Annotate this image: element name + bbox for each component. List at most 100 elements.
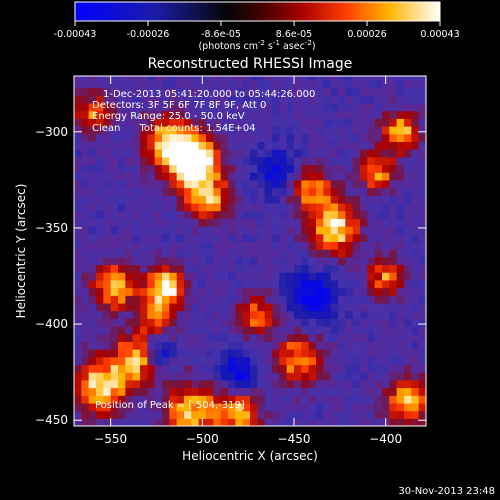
heatmap-cell (330, 118, 339, 127)
heatmap-cell (257, 87, 266, 96)
heatmap-cell (242, 287, 251, 296)
heatmap-cell (345, 326, 354, 335)
heatmap-cell (220, 233, 229, 242)
heatmap-cell (147, 379, 156, 389)
heatmap-cell (184, 287, 192, 296)
heatmap-cell (88, 272, 97, 281)
heatmap-cell (74, 76, 82, 81)
heatmap-cell (176, 318, 185, 327)
heatmap-cell (228, 76, 236, 81)
heatmap-cell (132, 218, 141, 227)
heatmap-cell (176, 133, 185, 142)
heatmap-cell (169, 79, 178, 89)
heatmap-cell (294, 249, 302, 258)
heatmap-cell (279, 318, 288, 327)
heatmap-cell (103, 95, 112, 104)
heatmap-cell (272, 95, 280, 104)
heatmap-cell (220, 410, 229, 419)
heatmap-cell (242, 410, 251, 419)
heatmap-cell (279, 110, 288, 119)
heatmap-cell (257, 164, 266, 173)
heatmap-cell (176, 202, 185, 212)
heatmap-cell (235, 318, 244, 327)
heatmap-cell (338, 310, 346, 319)
heatmap-cell (176, 241, 185, 250)
heatmap-cell (169, 341, 178, 350)
heatmap-cell (360, 79, 368, 89)
heatmap-cell (264, 326, 273, 335)
heatmap-cell (338, 372, 346, 381)
heatmap-cell (272, 318, 280, 327)
heatmap-cell (367, 256, 376, 266)
heatmap-cell (191, 326, 200, 335)
heatmap-cell (118, 410, 126, 419)
heatmap-cell (162, 310, 170, 319)
heatmap-cell (110, 79, 119, 89)
heatmap-cell (382, 379, 390, 389)
heatmap-cell (206, 256, 214, 266)
heatmap-cell (81, 110, 90, 119)
heatmap-cell (228, 110, 236, 119)
heatmap-cell (184, 141, 192, 150)
heatmap-cell (418, 149, 426, 158)
heatmap-cell (103, 141, 112, 150)
heatmap-cell (250, 372, 258, 381)
heatmap-cell (74, 102, 82, 112)
heatmap-cell (81, 226, 90, 235)
heatmap-cell (176, 287, 185, 296)
heatmap-cell (264, 233, 273, 242)
heatmap-cell (118, 387, 126, 396)
heatmap-cell (96, 133, 104, 142)
heatmap-cell (228, 241, 236, 250)
heatmap-cell (411, 76, 420, 81)
heatmap-cell (286, 318, 295, 327)
heatmap-cell (404, 133, 412, 142)
heatmap-cell (418, 218, 426, 227)
heatmap-cell (257, 272, 266, 281)
heatmap-cell (411, 364, 420, 373)
heatmap-cell (213, 164, 222, 173)
heatmap-cell (118, 156, 126, 166)
heatmap-cell (330, 310, 339, 319)
heatmap-cell (198, 187, 207, 196)
heatmap-cell (213, 410, 222, 419)
heatmap-cell (147, 256, 156, 266)
heatmap-cell (360, 149, 368, 158)
heatmap-cell (184, 379, 192, 389)
heatmap-cell (103, 395, 112, 404)
heatmap-cell (250, 76, 258, 81)
heatmap-cell (74, 279, 82, 289)
heatmap-cell (74, 379, 82, 389)
heatmap-cell (118, 241, 126, 250)
heatmap-cell (396, 341, 405, 350)
heatmap-cell (250, 87, 258, 96)
heatmap-cell (169, 326, 178, 335)
heatmap-cell (382, 195, 390, 204)
heatmap-cell (169, 195, 178, 204)
heatmap-cell (118, 272, 126, 281)
heatmap-cell (154, 387, 163, 396)
heatmap-cell (162, 410, 170, 419)
heatmap-cell (103, 333, 112, 342)
heatmap-cell (154, 410, 163, 419)
heatmap-cell (198, 202, 207, 212)
heatmap-cell (279, 349, 288, 358)
heatmap-cell (418, 172, 426, 181)
heatmap-cell (396, 349, 405, 358)
x-axis-label: Heliocentric X (arcsec) (182, 449, 318, 463)
heatmap-cell (286, 195, 295, 204)
heatmap-cell (198, 87, 207, 96)
heatmap-cell (88, 295, 97, 304)
heatmap-cell (257, 364, 266, 373)
heatmap-cell (191, 356, 200, 366)
heatmap-cell (125, 249, 134, 258)
heatmap-cell (242, 318, 251, 327)
heatmap-cell (176, 87, 185, 96)
heatmap-cell (272, 295, 280, 304)
heatmap-cell (345, 372, 354, 381)
heatmap-cell (81, 349, 90, 358)
heatmap-cell (360, 364, 368, 373)
heatmap-cell (411, 349, 420, 358)
heatmap-cell (316, 364, 324, 373)
heatmap-cell (272, 210, 280, 219)
